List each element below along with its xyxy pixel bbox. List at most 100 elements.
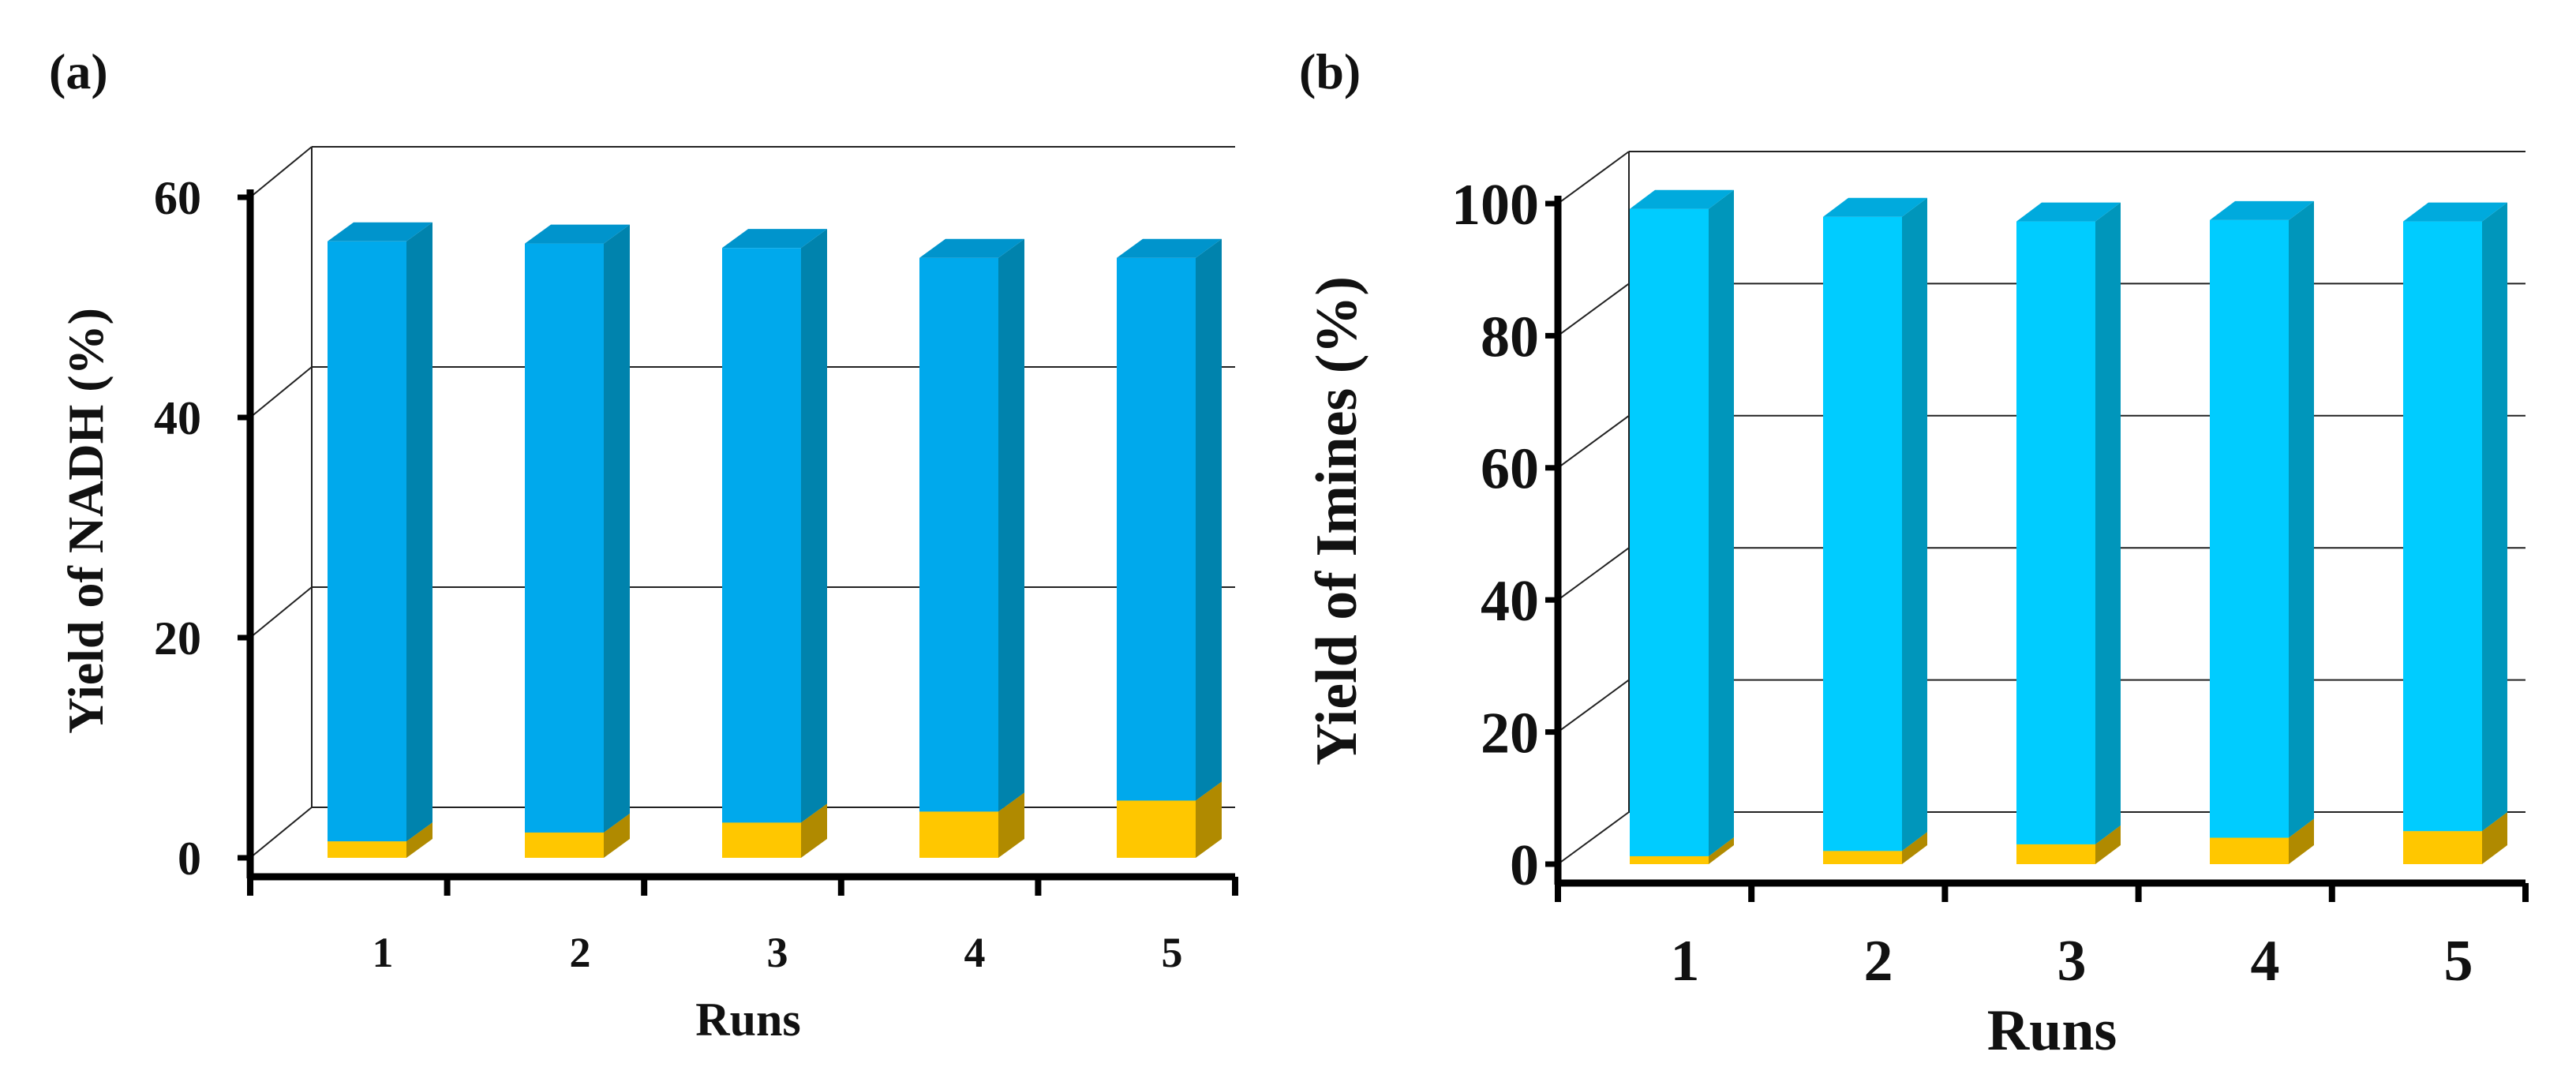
panel-b-bar-top-2-side	[1902, 197, 1927, 852]
panel-a-bar-top-5-roof	[1117, 238, 1222, 258]
panel-a-bar-top-5-side	[1196, 238, 1222, 801]
panel-b-grid-diag	[1557, 151, 1630, 204]
panel-a-bar-top-2-side	[604, 224, 630, 833]
panel-b-grid-diag	[1557, 811, 1630, 865]
panel-a-bar-top-4-front	[919, 257, 998, 812]
panel-a-bar-group-2	[525, 224, 630, 858]
panel-a-y-tick-label: 40	[154, 392, 201, 444]
panel-a-axes	[238, 189, 1238, 896]
panel-b-bar-group-5	[2403, 202, 2507, 864]
panel-b-bar-top-4-roof	[2210, 200, 2314, 220]
panel-b-y-tick-labels: 0 20 40 60 80 100	[1451, 173, 1539, 898]
panel-b-axes	[1545, 196, 2529, 902]
panel-b-x-tick-label: 4	[2251, 929, 2280, 994]
panel-b-bar-bottom-3-front	[2016, 844, 2095, 864]
panel-a-bar-top-5-front	[1117, 257, 1196, 801]
panel-b-x-tick-labels: 1 2 3 4 5	[1671, 929, 2473, 994]
panel-b-bar-top-3-front	[2016, 221, 2095, 844]
panel-a-x-tick-label: 4	[964, 929, 986, 976]
panel-b-bar-top-5-side	[2482, 202, 2507, 832]
panel-a-bar-group-5	[1117, 238, 1222, 858]
panel-b-bar-bottom-1-front	[1630, 855, 1709, 864]
panel-b-bar-bottom-3-side	[2095, 825, 2121, 864]
panel-a-bar-bottom-1-side	[406, 822, 432, 858]
panel-a-label: (a)	[49, 43, 108, 99]
panel-b-bar-group-1	[1630, 189, 1734, 864]
panel-b-x-tick-label: 3	[2057, 929, 2087, 994]
panel-a-bar-top-3-front	[722, 248, 801, 823]
panel-b-bar-top-1-roof	[1630, 189, 1734, 209]
panel-a-bar-bottom-3-front	[722, 822, 801, 858]
panel-b-bar-group-2	[1823, 197, 1927, 864]
panel-b-bar-bottom-5-front	[2403, 831, 2482, 864]
panel-b-bar-bottom-1-side	[1709, 837, 1734, 864]
panel-a-bar-top-1-roof	[328, 222, 432, 241]
panel-a-grid-diag	[249, 586, 313, 638]
panel-a-bar-group-3	[722, 229, 827, 858]
panel-b-bar-bottom-5-side	[2482, 812, 2507, 864]
panel-b-bar-top-1-side	[1709, 189, 1734, 856]
panel-b-grid-diag	[1557, 283, 1630, 337]
panel-a-chart: (a) 0 20 40 60 1 2 3 4 5 Yield of NADH (%) Runs	[49, 43, 1238, 1046]
panel-b-y-tick-label: 0	[1510, 833, 1539, 898]
panel-a-bar-top-4-side	[998, 238, 1024, 812]
panel-a-y-tick-label: 0	[178, 833, 201, 885]
panel-a-x-tick-labels: 1 2 3 4 5	[373, 929, 1183, 976]
panel-b-grid-diag	[1557, 547, 1630, 601]
panel-b-bar-top-3-roof	[2016, 202, 2121, 222]
panel-b-bar-group-3	[2016, 202, 2121, 864]
panel-a-bar-bottom-5-side	[1196, 781, 1222, 858]
panel-a-bar-group-4	[919, 238, 1024, 858]
panel-a-y-tick-label: 20	[154, 612, 201, 664]
panel-a-y-tick-labels: 0 20 40 60	[154, 172, 201, 885]
panel-a-bar-bottom-2-side	[604, 813, 630, 858]
panel-b-bars	[1630, 189, 2507, 864]
panel-b-bar-top-4-side	[2289, 200, 2314, 838]
panel-a-bar-top-1-front	[328, 241, 406, 842]
panel-a-bar-bottom-5-front	[1117, 800, 1196, 858]
panel-a-bar-top-2-roof	[525, 224, 630, 244]
panel-b-y-tick-label: 100	[1451, 173, 1539, 238]
panel-b-bar-top-1-front	[1630, 208, 1709, 856]
panel-b-chart: (b) 0 20 40 60 80 100 1 2 3 4 5 Yield of Imines (…	[1299, 43, 2529, 1063]
panel-a-bar-bottom-3-side	[801, 803, 827, 858]
panel-a-x-tick-label: 1	[373, 929, 394, 976]
panel-b-x-tick-label: 2	[1864, 929, 1893, 994]
panel-a-bar-top-4-roof	[919, 238, 1024, 258]
panel-a-bar-group-1	[328, 222, 432, 858]
panel-a-grid-diag	[249, 146, 313, 198]
panel-b-label: (b)	[1299, 43, 1361, 99]
panel-b-y-tick-label: 60	[1481, 437, 1539, 502]
panel-b-y-tick-label: 40	[1481, 569, 1539, 634]
panel-a-y-tick-label: 60	[154, 172, 201, 224]
panel-b-bar-top-2-roof	[1823, 197, 1927, 217]
panel-a-x-tick-label: 3	[767, 929, 788, 976]
panel-a-bar-top-3-roof	[722, 229, 827, 249]
panel-a-bar-top-3-side	[801, 229, 827, 823]
panel-b-bar-bottom-2-side	[1902, 832, 1927, 864]
panel-a-bar-bottom-1-front	[328, 841, 406, 858]
panel-a-grid-diag	[249, 807, 313, 859]
panel-b-grid-diag	[1557, 679, 1630, 733]
panel-b-x-tick-label: 1	[1671, 929, 1700, 994]
panel-a-grid-diag	[249, 366, 313, 418]
panel-b-y-tick-label: 80	[1481, 305, 1539, 369]
panel-b-bar-top-5-roof	[2403, 202, 2507, 222]
panel-b-y-axis-title: Yield of Imines (%)	[1305, 276, 1369, 765]
panel-a-bar-bottom-2-front	[525, 832, 604, 858]
panel-a-bar-bottom-4-side	[998, 792, 1024, 858]
panel-b-bar-top-5-front	[2403, 221, 2482, 832]
panel-b-x-tick-label: 5	[2444, 929, 2473, 994]
panel-a-y-axis-title: Yield of NADH (%)	[58, 308, 114, 734]
panel-a-bar-top-1-side	[406, 222, 432, 842]
panel-b-bar-group-4	[2210, 200, 2314, 864]
panel-a-x-axis-title: Runs	[695, 994, 800, 1046]
panel-a-x-tick-label: 2	[570, 929, 591, 976]
panel-a-bar-top-2-front	[525, 243, 604, 833]
panel-a-x-tick-label: 5	[1162, 929, 1183, 976]
panel-b-x-axis-title: Runs	[1987, 998, 2117, 1063]
panel-a-bar-bottom-4-front	[919, 811, 998, 858]
panel-b-bar-top-4-front	[2210, 219, 2289, 838]
panel-b-y-tick-label: 20	[1481, 702, 1539, 766]
